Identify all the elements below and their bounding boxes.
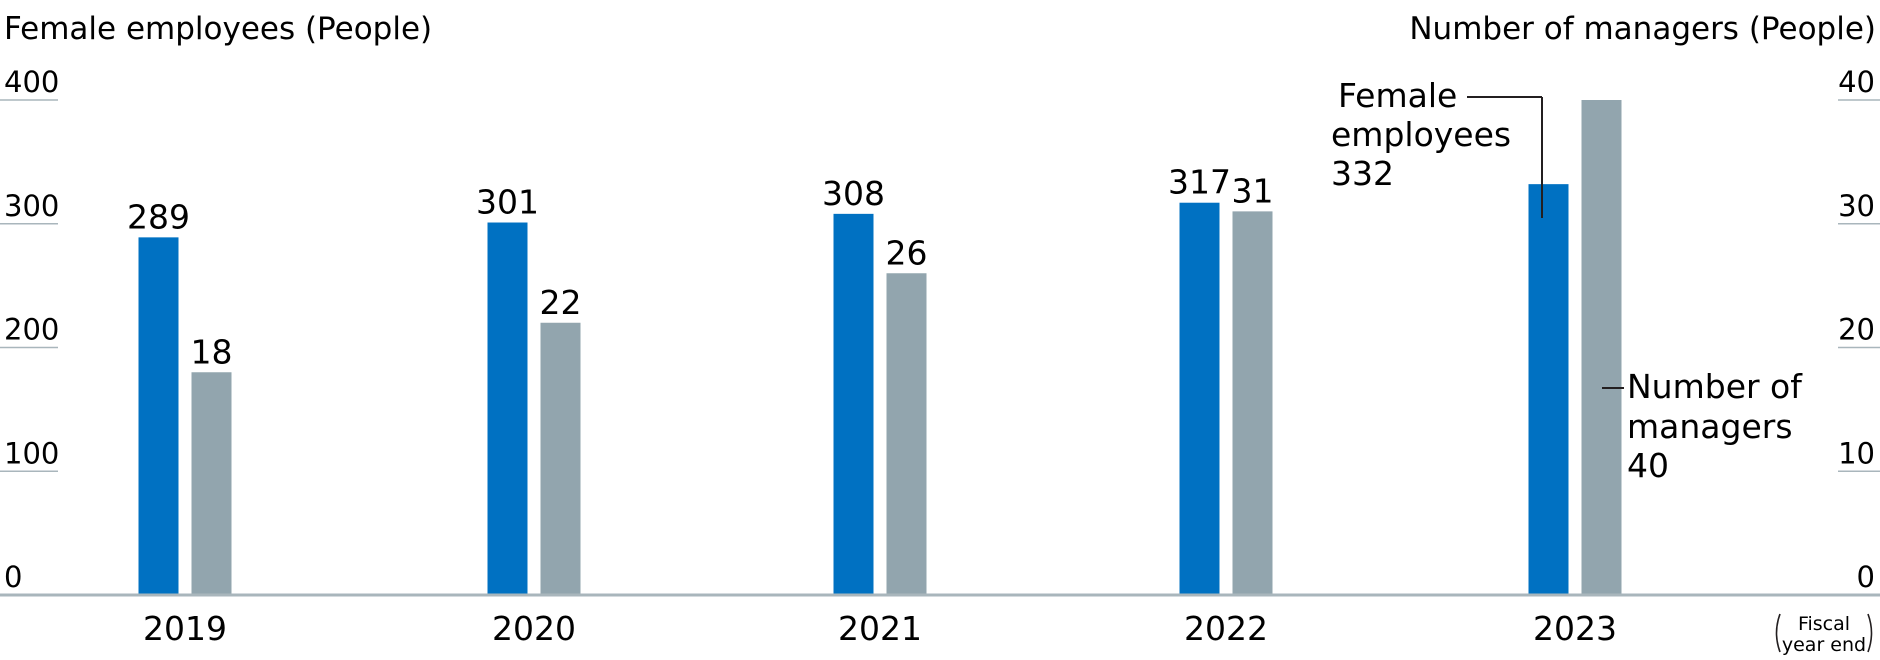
- callout-managers-line2: managers: [1627, 407, 1793, 446]
- left-tick-label: 100: [4, 436, 59, 470]
- x-category-label: 2021: [838, 609, 922, 648]
- x-category-label: 2019: [143, 609, 227, 648]
- data-label-number-of-managers: 18: [191, 332, 233, 371]
- right-tick-label: 0: [1857, 560, 1875, 594]
- fiscal-year-note: Fiscal year end: [1775, 613, 1873, 656]
- callout-managers-line1: Number of: [1627, 367, 1803, 406]
- data-label-female-employees: 317: [1168, 163, 1231, 202]
- bar-number-of-managers: [1581, 100, 1622, 595]
- callout-female-value: 332: [1331, 154, 1394, 193]
- bar-female-employees: [487, 222, 528, 595]
- left-tick-label: 300: [4, 189, 59, 223]
- fiscal-note-left-paren: [1775, 613, 1781, 653]
- right-tick-label: 30: [1838, 189, 1875, 223]
- left-tick-label: 400: [4, 65, 59, 99]
- data-label-number-of-managers: 26: [886, 233, 928, 272]
- bar-number-of-managers: [1232, 211, 1273, 595]
- bar-female-employees: [1179, 202, 1220, 595]
- callout-female-line2: employees: [1331, 115, 1511, 154]
- managers-callout: Number of managers 40: [1602, 367, 1803, 485]
- data-label-number-of-managers: 22: [540, 283, 582, 322]
- bar-female-employees: [1528, 184, 1569, 595]
- callout-female-line1: Female: [1338, 76, 1457, 115]
- bar-number-of-managers: [540, 322, 581, 595]
- fiscal-note-right-paren: [1867, 613, 1873, 653]
- left-tick-label: 200: [4, 313, 59, 347]
- right-tick-label: 20: [1838, 313, 1875, 347]
- data-label-female-employees: 289: [127, 197, 190, 236]
- fiscal-note-line1: Fiscal: [1798, 613, 1850, 635]
- right-tick-label: 40: [1838, 65, 1875, 99]
- left-axis-title: Female employees (People): [4, 11, 432, 47]
- bar-number-of-managers: [191, 372, 232, 595]
- bar-female-employees: [833, 213, 874, 595]
- left-tick-label: 0: [4, 560, 22, 594]
- data-label-female-employees: 308: [822, 174, 885, 213]
- x-category-label: 2020: [492, 609, 576, 648]
- female-employees-callout: Female employees 332: [1331, 76, 1543, 218]
- x-category-label: 2022: [1184, 609, 1268, 648]
- bar-female-employees: [138, 237, 179, 596]
- fiscal-note-line2: year end: [1782, 634, 1866, 656]
- data-label-female-employees: 301: [476, 183, 539, 222]
- right-axis-title: Number of managers (People): [1409, 11, 1876, 47]
- data-label-number-of-managers: 31: [1232, 171, 1274, 210]
- callout-managers-value: 40: [1627, 446, 1669, 485]
- right-tick-label: 10: [1838, 436, 1875, 470]
- x-category-label: 2023: [1533, 609, 1617, 648]
- bar-number-of-managers: [886, 273, 927, 595]
